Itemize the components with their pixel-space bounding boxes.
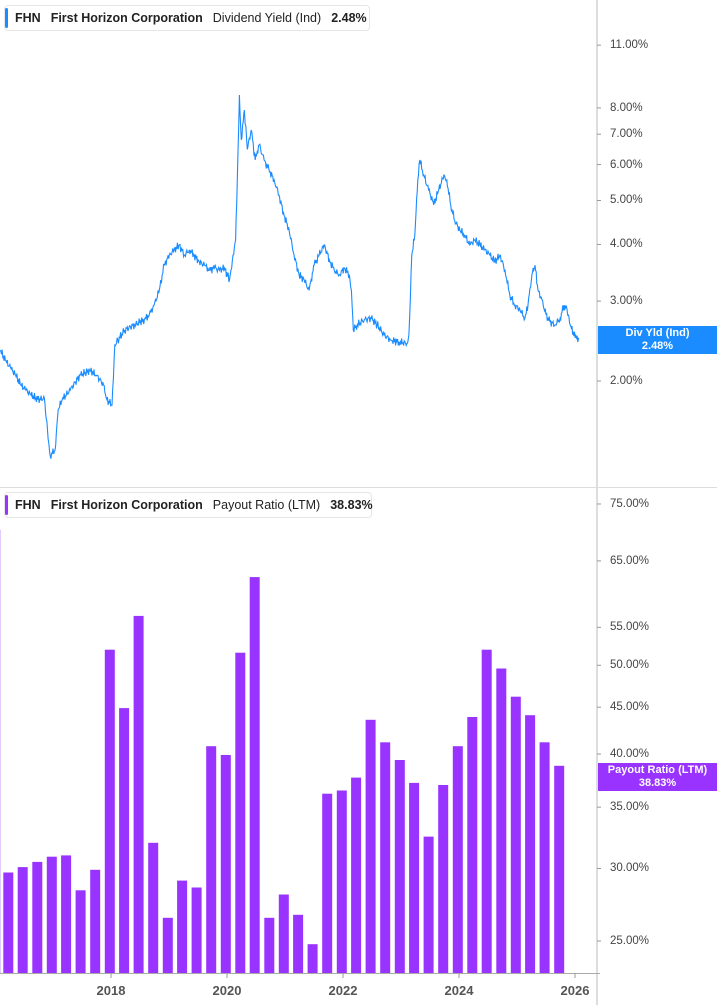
y-tick-label: 7.00% (610, 128, 643, 141)
payout-ratio-bar (394, 760, 405, 973)
payout-ratio-bar (481, 649, 492, 973)
y-tick-label: 35.00% (610, 801, 650, 814)
flag-value: 2.48% (641, 340, 674, 352)
payout-ratio-bar (90, 869, 101, 973)
x-tick-label: 2024 (444, 983, 474, 998)
payout-ratio-bar (539, 742, 550, 973)
legend-value: 38.83% (330, 498, 373, 512)
payout-ratio-bar (322, 793, 333, 973)
payout-ratio-bar (264, 917, 275, 973)
payout-ratio-bar (452, 746, 463, 973)
flag-value: 38.83% (638, 777, 677, 789)
payout-ratio-bar (307, 944, 318, 973)
payout-ratio-bar (496, 668, 507, 973)
y-tick-label: 50.00% (610, 659, 650, 672)
legend-payout-ratio: FHN First Horizon Corporation Payout Rat… (4, 492, 373, 518)
dividend-yield-line (0, 94, 580, 459)
payout-ratio-bar (467, 717, 478, 973)
payout-ratio-bar (3, 872, 14, 973)
legend-ticker: FHN (15, 498, 41, 512)
y-tick-label: 65.00% (610, 554, 650, 567)
payout-ratio-bar (249, 577, 260, 973)
y-tick-label: 8.00% (610, 101, 643, 114)
y-tick-label: 2.00% (610, 375, 643, 387)
current-value-flag-payout-ratio: Payout Ratio (LTM) 38.83% (598, 763, 717, 791)
payout-ratio-bar (380, 742, 391, 973)
x-tick-label: 2026 (560, 983, 590, 998)
payout-ratio-bar (17, 867, 28, 973)
legend-metric: Dividend Yield (Ind) (212, 11, 322, 25)
payout-ratio-bar (438, 785, 449, 973)
y-tick-label: 4.00% (610, 238, 643, 251)
payout-ratio-bar (162, 917, 173, 973)
payout-ratio-bar (46, 856, 57, 973)
legend-ticker: FHN (15, 11, 41, 25)
bottom-y-ticks (597, 503, 601, 942)
payout-ratio-bar (104, 649, 115, 973)
payout-ratio-bar (177, 880, 188, 973)
y-tick-label: 5.00% (610, 194, 643, 207)
payout-ratio-bar (32, 861, 43, 973)
payout-ratio-bar (61, 855, 72, 973)
legend-dividend-yield: FHN First Horizon Corporation Dividend Y… (4, 5, 370, 31)
payout-ratio-bar (409, 782, 420, 973)
legend-metric: Payout Ratio (LTM) (212, 498, 321, 512)
flag-label: Div Yld (Ind) (625, 327, 690, 339)
x-tick-label: 2018 (96, 983, 126, 998)
payout-ratio-bar (510, 696, 521, 973)
legend-color-bar (5, 8, 8, 28)
flag-label: Payout Ratio (LTM) (607, 764, 708, 776)
payout-ratio-bar (206, 746, 217, 973)
payout-ratio-bar (554, 765, 565, 973)
current-value-flag-dividend-yield: Div Yld (Ind) 2.48% (598, 326, 717, 354)
x-tick-label: 2020 (212, 983, 242, 998)
payout-ratio-bar (525, 715, 536, 973)
payout-ratio-bar (75, 890, 86, 973)
legend-color-bar (5, 495, 8, 515)
y-tick-label: 75.00% (610, 497, 650, 510)
y-tick-label: 25.00% (610, 935, 650, 947)
payout-ratio-bar (278, 894, 289, 973)
y-tick-label: 3.00% (610, 295, 643, 308)
payout-ratio-bar (293, 914, 304, 973)
payout-ratio-bar (423, 836, 434, 973)
x-ticks (110, 973, 576, 978)
payout-ratio-bar (336, 790, 347, 973)
y-tick-label: 6.00% (610, 158, 643, 171)
y-tick-label: 55.00% (610, 621, 650, 634)
y-tick-label: 11.00% (610, 39, 649, 52)
payout-ratio-bar (220, 755, 231, 973)
legend-company: First Horizon Corporation (50, 11, 203, 25)
top-y-ticks (597, 44, 601, 382)
payout-ratio-bar (119, 708, 130, 973)
payout-ratio-bar (365, 719, 376, 973)
x-tick-label: 2022 (328, 983, 358, 998)
payout-ratio-bar (351, 777, 362, 973)
y-tick-label: 40.00% (610, 748, 650, 761)
y-tick-label: 30.00% (610, 862, 650, 875)
legend-value: 2.48% (331, 11, 367, 25)
payout-ratio-bar (235, 652, 246, 973)
payout-ratio-bar (148, 842, 159, 973)
payout-ratio-bars (3, 577, 565, 973)
y-tick-label: 45.00% (610, 701, 650, 714)
legend-company: First Horizon Corporation (50, 498, 203, 512)
payout-ratio-bar (191, 887, 202, 973)
payout-ratio-bar (133, 615, 144, 973)
